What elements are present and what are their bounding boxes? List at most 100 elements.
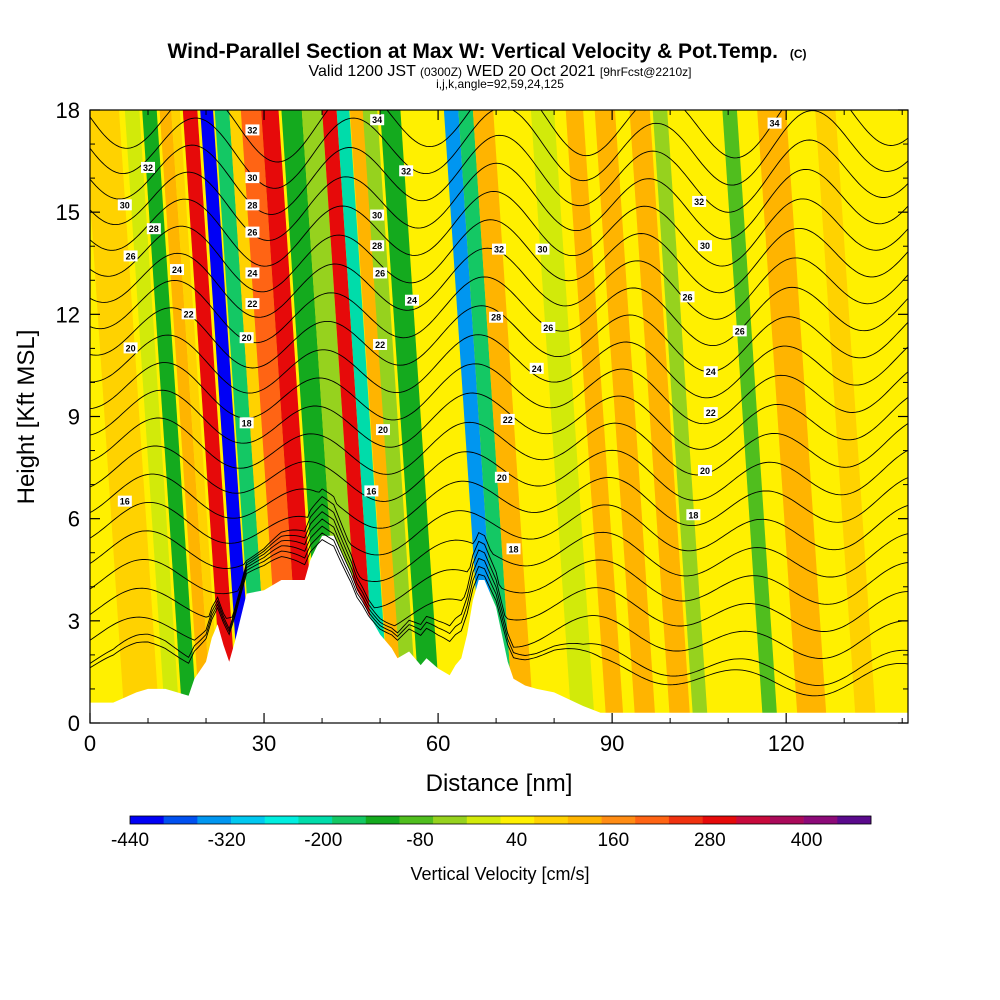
contour-label: 30 <box>538 245 548 255</box>
colorbar-swatch <box>264 816 299 824</box>
theta-contour <box>90 511 908 609</box>
y-tick-label: 9 <box>68 405 80 430</box>
contour-label: 30 <box>700 241 710 251</box>
contour-label: 34 <box>372 115 382 125</box>
theta-contour <box>90 518 908 632</box>
contour-label: 16 <box>366 486 376 496</box>
contour-label-bg <box>364 485 379 497</box>
contour-label: 32 <box>694 197 704 207</box>
theta-contour <box>90 496 908 556</box>
contour-label: 30 <box>247 173 257 183</box>
velocity-band <box>182 110 238 723</box>
contour-label: 24 <box>247 268 257 278</box>
colorbar-swatch <box>231 816 266 824</box>
contour-label-bg <box>117 199 132 211</box>
contour-label: 32 <box>401 166 411 176</box>
contour-label-bg <box>245 226 260 238</box>
colorbar-swatch <box>399 816 434 824</box>
theta-contour <box>90 276 908 347</box>
copyright-mark: (C) <box>790 47 807 61</box>
colorbar-tick-label: -200 <box>304 830 342 851</box>
contour-label-bg <box>146 223 161 235</box>
colorbar-swatch <box>332 816 367 824</box>
contour-label: 28 <box>149 224 159 234</box>
contour-label-bg <box>767 117 782 129</box>
theta-contour <box>90 162 908 241</box>
colorbar-swatch <box>702 816 737 824</box>
contour-label: 32 <box>247 125 257 135</box>
contour-label: 32 <box>143 163 153 173</box>
contour-label-bg <box>680 291 695 303</box>
contour-label-bg <box>245 124 260 136</box>
contour-label-bg <box>703 407 718 419</box>
contour-label-bg <box>141 161 156 173</box>
velocity-band <box>722 110 778 723</box>
contour-label-bg <box>703 366 718 378</box>
velocity-band <box>629 110 691 723</box>
contour-label: 26 <box>247 228 257 238</box>
contour-label-bg <box>239 332 254 344</box>
y-tick-label: 18 <box>56 98 80 123</box>
colorbar-swatch <box>837 816 872 824</box>
velocity-band <box>124 110 180 723</box>
theta-contour <box>90 110 908 189</box>
colorbar-swatch <box>803 816 838 824</box>
contour-label: 22 <box>247 299 257 309</box>
contour-label: 26 <box>126 251 136 261</box>
contour-label: 30 <box>120 200 130 210</box>
theta-contour <box>90 417 908 476</box>
vertical-velocity-field <box>90 110 908 723</box>
contour-label-bg <box>170 264 185 276</box>
contour-labels: 32 30 28 26 24 22 20 16 32 30 28 26 24 22 20 18 34 32 30 28… <box>117 114 782 555</box>
contour-label: 20 <box>497 473 507 483</box>
colorbar-swatch <box>635 816 670 824</box>
velocity-band <box>815 110 877 723</box>
contour-label: 26 <box>543 323 553 333</box>
contour-label-bg <box>181 308 196 320</box>
y-tick-label: 15 <box>56 200 80 225</box>
contour-label: 24 <box>706 367 716 377</box>
contour-label: 34 <box>770 119 780 129</box>
contour-label-bg <box>245 298 260 310</box>
theta-contour <box>90 362 908 425</box>
theta-contour <box>90 389 908 450</box>
colorbar-swatch <box>130 816 164 824</box>
colorbar-swatch <box>534 816 569 824</box>
contour-label-bg <box>500 413 515 425</box>
contour-label: 26 <box>683 292 693 302</box>
contour-label: 24 <box>532 364 542 374</box>
velocity-band <box>159 110 212 723</box>
velocity-band <box>757 110 827 723</box>
velocity-band <box>214 110 270 723</box>
colorbar-swatch <box>365 816 400 824</box>
contour-label-bg <box>123 250 138 262</box>
colorbar-tick-label: -80 <box>406 830 433 851</box>
contour-label: 32 <box>494 245 504 255</box>
theta-contour <box>90 190 908 267</box>
contour-label: 22 <box>503 415 513 425</box>
contour-label-bg <box>535 243 550 255</box>
colorbar-frame <box>129 815 872 825</box>
x-tick-label: 60 <box>426 731 450 756</box>
theta-contour <box>90 525 908 659</box>
colorbar-swatch <box>567 816 602 824</box>
contour-label-bg <box>245 267 260 279</box>
contour-label: 18 <box>508 544 518 554</box>
colorbar-tick-label: -320 <box>208 830 246 851</box>
contour-label: 22 <box>184 309 194 319</box>
contour-label-bg <box>373 338 388 350</box>
contour-label: 20 <box>126 343 136 353</box>
contour-label-bg <box>541 321 556 333</box>
velocity-band <box>380 110 441 723</box>
y-tick-label: 6 <box>68 507 80 532</box>
contour-label-bg <box>370 114 385 126</box>
y-axis-label: Height [Kft MSL] <box>13 330 40 505</box>
contour-label-bg <box>732 325 747 337</box>
velocity-band <box>322 110 378 723</box>
colorbar-swatch <box>668 816 703 824</box>
plot-area: 32 30 28 26 24 22 20 16 32 30 28 26 24 22 20 18 34 32 30 28… <box>90 110 908 723</box>
contour-label-bg <box>506 543 521 555</box>
contour-label-bg <box>692 195 707 207</box>
colorbar-tick-label: 280 <box>694 830 726 851</box>
colorbar-swatch <box>466 816 501 824</box>
